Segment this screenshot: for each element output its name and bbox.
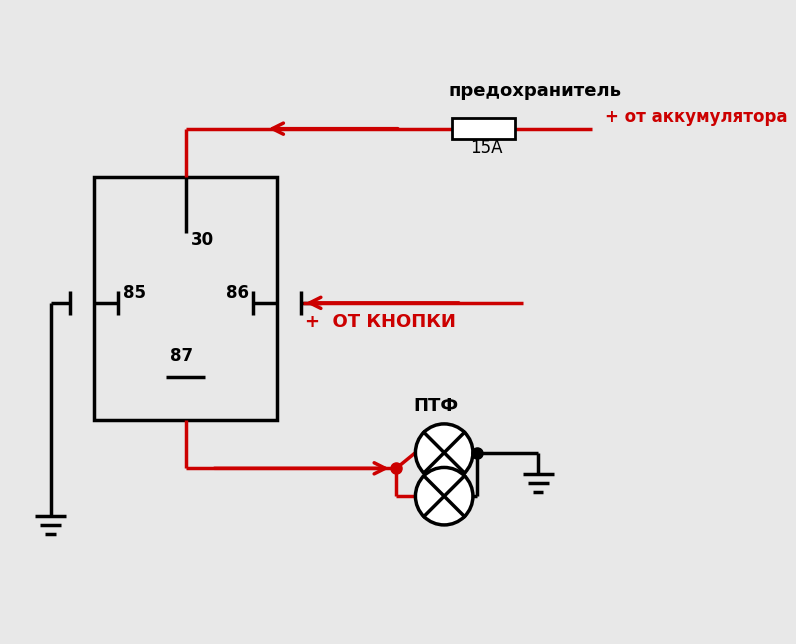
Text: +  ОТ КНОПКИ: + ОТ КНОПКИ — [305, 313, 455, 331]
Text: 86: 86 — [226, 285, 249, 303]
Bar — [452, 118, 515, 139]
Circle shape — [416, 468, 473, 525]
Text: 15A: 15A — [470, 139, 503, 157]
Text: 87: 87 — [170, 347, 193, 365]
Text: ПТФ: ПТФ — [413, 397, 458, 415]
Bar — [94, 176, 277, 421]
Text: 30: 30 — [191, 231, 214, 249]
Text: предохранитель: предохранитель — [448, 82, 622, 100]
Text: 85: 85 — [123, 285, 146, 303]
Circle shape — [416, 424, 473, 481]
Text: + от аккумулятора: + от аккумулятора — [605, 108, 788, 126]
